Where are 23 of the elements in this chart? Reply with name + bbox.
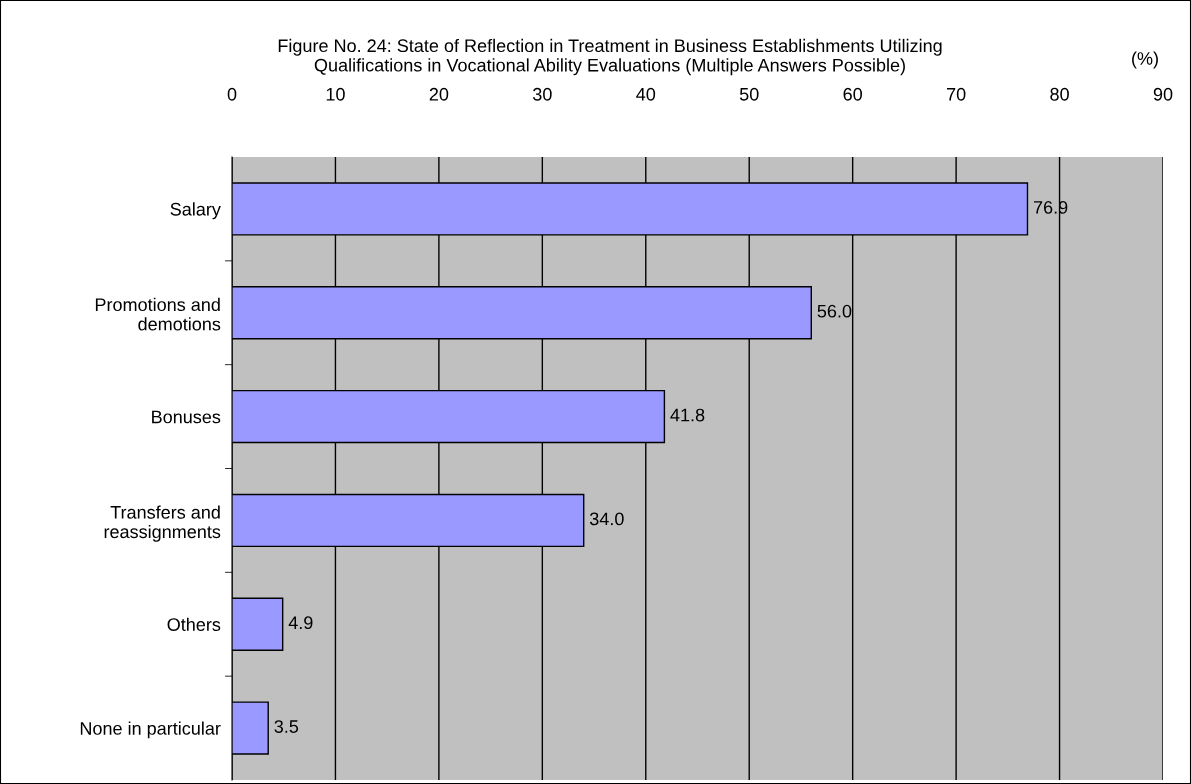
- y-tick-label: Bonuses: [152, 410, 221, 424]
- chart-title: Figure No. 24: State of Reflection in Treatment in Business Establishments Utilizing Qualifications in Vocational Ability Evaluations (Multiple Answers Possible): [278, 38, 942, 76]
- x-tick-label: 30: [532, 87, 552, 101]
- data-label: 41.8: [670, 408, 705, 422]
- x-tick-label: 20: [429, 87, 449, 101]
- x-tick-label: 10: [326, 87, 345, 101]
- data-label: 3.5: [274, 720, 299, 733]
- y-tick-label: None in particular: [80, 721, 221, 739]
- x-tick-label: 70: [947, 87, 966, 101]
- data-label: 34.0: [589, 512, 624, 526]
- y-tick-label: Transfers and reassignments: [104, 505, 221, 542]
- x-tick-label: 50: [739, 87, 759, 101]
- y-tick-label: Promotions and demotions: [95, 297, 221, 331]
- data-label: 56.0: [817, 304, 852, 318]
- data-label: 4.9: [288, 616, 313, 630]
- x-tick-label: 80: [1050, 87, 1069, 101]
- x-tick-label: 0: [227, 87, 237, 101]
- y-tick-label: Salary: [170, 202, 221, 220]
- x-tick-label: 90: [1153, 87, 1173, 101]
- x-tick-label: 40: [636, 87, 656, 101]
- x-tick-label: 60: [843, 87, 862, 101]
- x-axis-title: (%): [1132, 51, 1158, 69]
- y-tick-label: Others: [167, 617, 221, 631]
